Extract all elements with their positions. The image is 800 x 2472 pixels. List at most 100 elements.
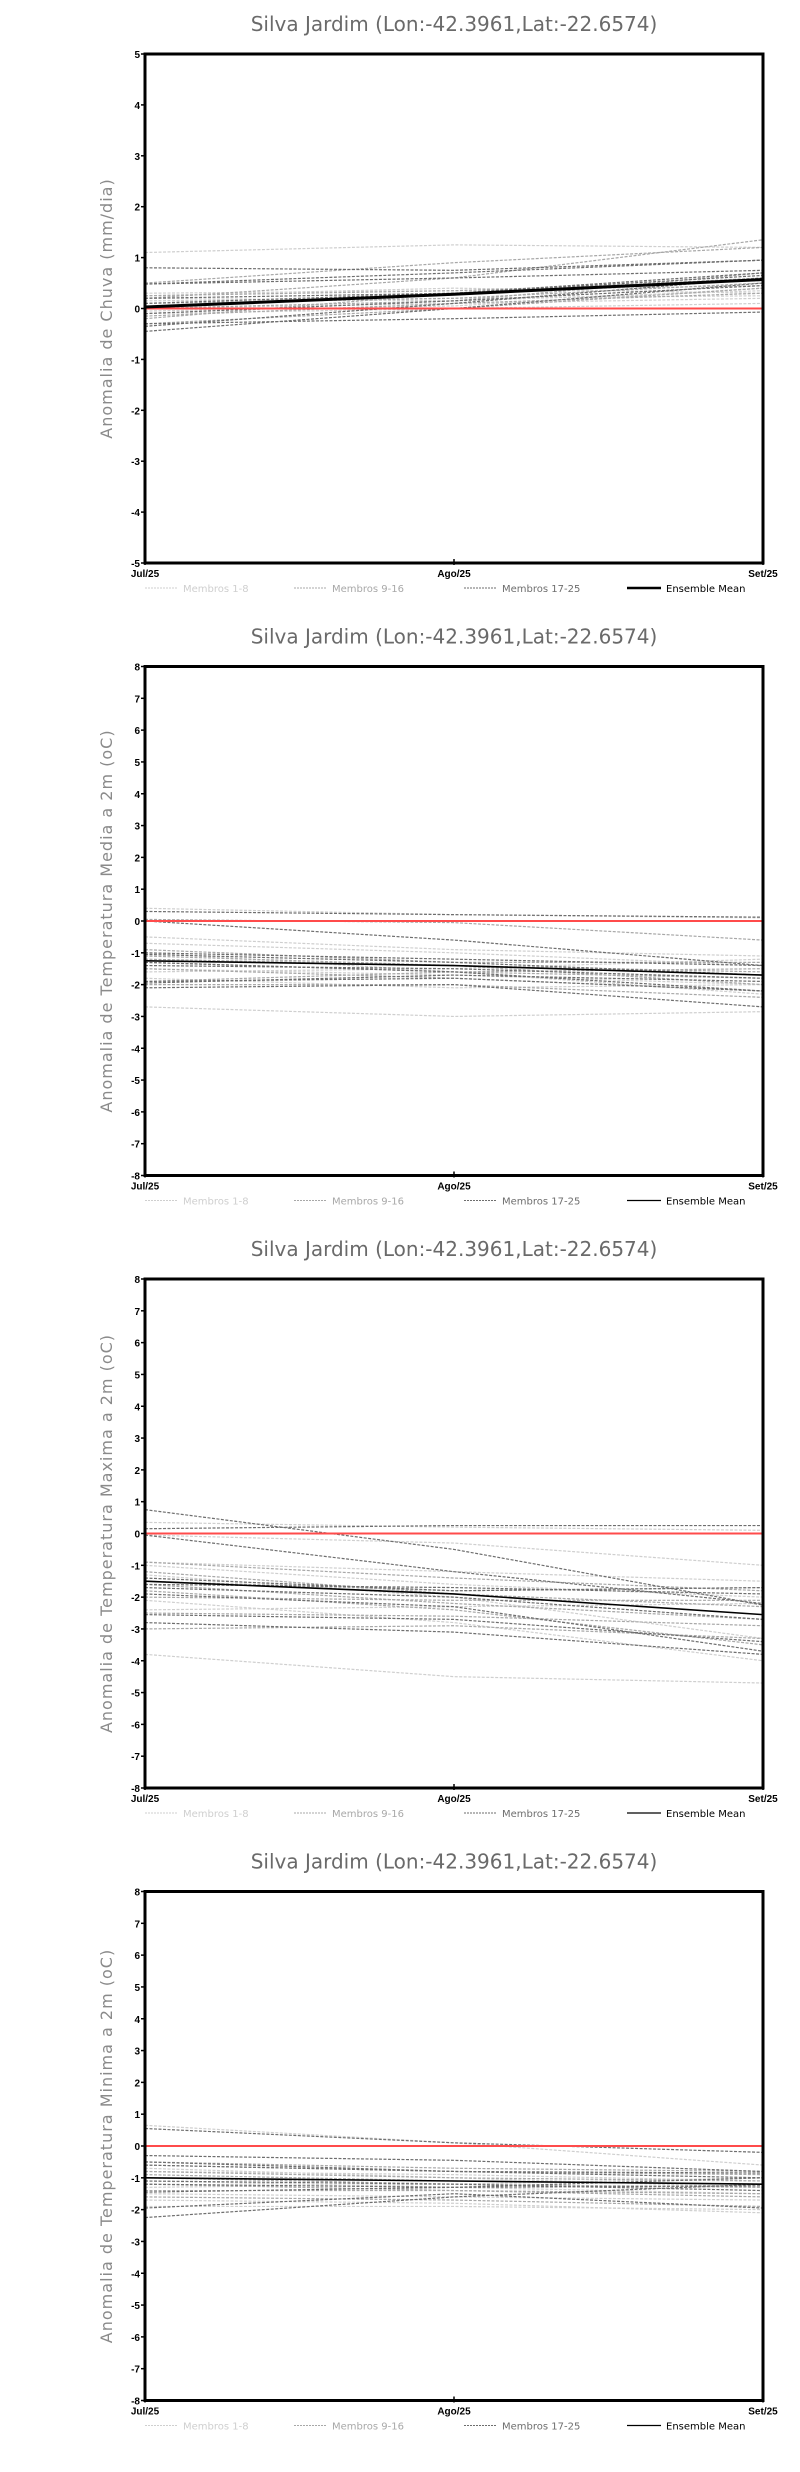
legend-item: Membros 9-16 bbox=[294, 584, 404, 595]
y-tick-label: -3 bbox=[131, 457, 140, 468]
member-line bbox=[144, 1583, 764, 1595]
y-tick-label: 5 bbox=[134, 1983, 140, 1994]
y-tick-label: -8 bbox=[131, 1784, 140, 1795]
legend-label: Membros 9-16 bbox=[332, 1809, 404, 1820]
member-line bbox=[144, 1596, 763, 1601]
member-line bbox=[145, 2205, 764, 2211]
legend-item: Membros 1-8 bbox=[145, 584, 249, 595]
member-line bbox=[144, 269, 764, 285]
member-line bbox=[144, 2193, 764, 2209]
legend-item: Membros 17-25 bbox=[464, 2422, 580, 2433]
y-tick-label: -1 bbox=[131, 949, 140, 960]
x-tick-label: Jul/25 bbox=[131, 2407, 160, 2418]
legend-label: Membros 17-25 bbox=[502, 1809, 580, 1820]
y-tick-label: -4 bbox=[131, 1657, 140, 1668]
y-axis-label: Anomalia de Temperatura Maxima a 2m (oC) bbox=[97, 1334, 116, 1733]
member-line bbox=[144, 910, 764, 918]
y-tick-label: -5 bbox=[131, 1689, 140, 1700]
member-line bbox=[144, 1574, 764, 1640]
legend-item: Membros 9-16 bbox=[294, 1809, 404, 1820]
legend-item: Membros 9-16 bbox=[294, 1197, 404, 1208]
legend-label: Membros 9-16 bbox=[332, 2422, 404, 2433]
legend-item: Ensemble Mean bbox=[627, 2422, 745, 2433]
member-line bbox=[144, 1561, 764, 1592]
y-tick-label: 3 bbox=[134, 152, 140, 163]
member-line bbox=[144, 272, 764, 305]
legend-item: Membros 17-25 bbox=[464, 1197, 580, 1208]
member-line bbox=[144, 952, 764, 967]
y-tick-label: 3 bbox=[134, 1434, 140, 1445]
x-tick-label: Jul/25 bbox=[131, 1794, 160, 1805]
y-tick-label: -8 bbox=[131, 2397, 140, 2408]
member-line bbox=[144, 1577, 764, 1592]
legend-label: Ensemble Mean bbox=[666, 2422, 745, 2433]
y-tick-label: -2 bbox=[131, 2206, 140, 2217]
y-axis-label: Anomalia de Temperatura Minima a 2m (oC) bbox=[97, 1949, 116, 2343]
member-line bbox=[144, 942, 764, 967]
y-tick-label: -5 bbox=[131, 559, 140, 570]
member-line bbox=[144, 1534, 764, 1605]
y-tick-label: -4 bbox=[131, 508, 140, 519]
chart-1: Silva Jardim (Lon:-42.3961,Lat:-22.6574)… bbox=[97, 12, 778, 595]
member-line bbox=[144, 1612, 764, 1627]
member-line bbox=[144, 1580, 764, 1592]
member-line bbox=[144, 246, 764, 284]
member-line bbox=[144, 274, 764, 299]
member-line bbox=[144, 1561, 764, 1582]
member-line bbox=[144, 977, 764, 992]
legend-label: Ensemble Mean bbox=[666, 1809, 745, 1820]
y-tick-label: 6 bbox=[134, 1951, 140, 1962]
y-tick-label: -3 bbox=[131, 1012, 140, 1023]
y-tick-label: 0 bbox=[134, 1530, 140, 1541]
legend-label: Membros 9-16 bbox=[332, 584, 404, 595]
member-line bbox=[144, 284, 764, 294]
member-line bbox=[144, 974, 764, 984]
member-line bbox=[144, 964, 764, 979]
legend-item: Membros 1-8 bbox=[145, 1197, 249, 1208]
y-tick-label: -4 bbox=[131, 1044, 140, 1055]
member-line bbox=[144, 968, 764, 986]
member-line bbox=[144, 2177, 764, 2193]
ensemble-mean-line bbox=[144, 959, 764, 976]
y-tick-label: 8 bbox=[134, 1888, 140, 1899]
y-tick-label: 0 bbox=[134, 305, 140, 316]
chart-title: Silva Jardim (Lon:-42.3961,Lat:-22.6574) bbox=[251, 12, 658, 36]
y-tick-label: 4 bbox=[134, 1402, 140, 1413]
member-line bbox=[144, 287, 764, 312]
member-line bbox=[144, 259, 764, 271]
member-line bbox=[144, 977, 764, 989]
y-tick-label: 7 bbox=[134, 694, 140, 705]
x-tick-label: Set/25 bbox=[748, 1182, 778, 1193]
y-tick-label: -5 bbox=[131, 2301, 140, 2312]
member-line bbox=[144, 2161, 764, 2179]
member-line bbox=[144, 287, 764, 325]
y-tick-label: -7 bbox=[131, 2365, 140, 2376]
member-line bbox=[144, 272, 764, 310]
member-line bbox=[144, 918, 764, 941]
member-line bbox=[144, 2196, 764, 2208]
y-tick-label: -8 bbox=[131, 1172, 140, 1183]
y-tick-label: -6 bbox=[131, 1720, 140, 1731]
member-line bbox=[144, 2180, 764, 2195]
member-line bbox=[144, 302, 764, 315]
member-line bbox=[144, 936, 764, 957]
legend-label: Ensemble Mean bbox=[666, 584, 745, 595]
x-tick-label: Jul/25 bbox=[131, 569, 160, 580]
legend-item: Membros 1-8 bbox=[145, 2422, 249, 2433]
y-tick-label: 7 bbox=[134, 1307, 140, 1318]
member-line bbox=[144, 287, 764, 297]
member-line bbox=[144, 1534, 764, 1566]
ensemble-mean-line bbox=[144, 2177, 764, 2185]
legend-item: Ensemble Mean bbox=[627, 1809, 745, 1820]
member-line bbox=[144, 1653, 764, 1684]
y-tick-label: 5 bbox=[134, 50, 140, 61]
y-tick-label: 0 bbox=[134, 917, 140, 928]
legend-label: Membros 17-25 bbox=[502, 2422, 580, 2433]
legend-item: Ensemble Mean bbox=[627, 584, 745, 595]
legend-label: Membros 1-8 bbox=[183, 2422, 249, 2433]
member-line bbox=[144, 1006, 764, 1018]
member-line bbox=[144, 259, 764, 285]
legend-item: Ensemble Mean bbox=[627, 1197, 745, 1208]
member-line bbox=[144, 955, 764, 986]
